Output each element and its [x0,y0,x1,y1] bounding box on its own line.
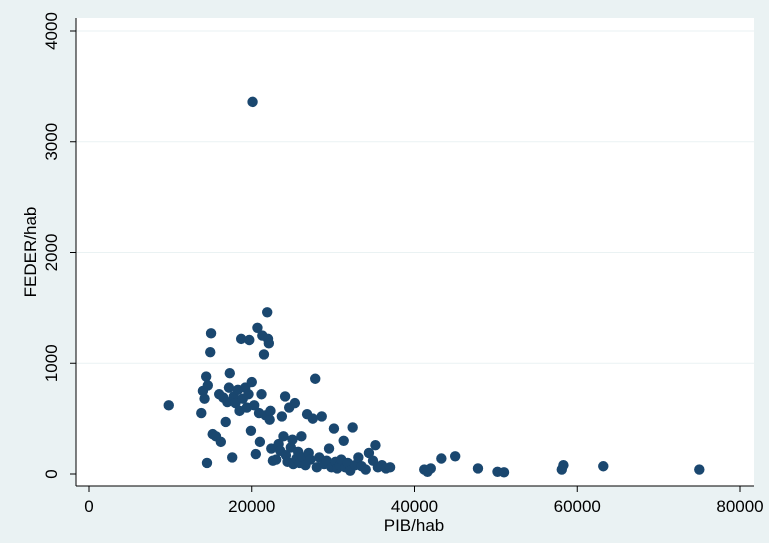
data-point-88 [347,422,358,433]
data-point-23 [235,333,247,345]
data-point-6 [205,346,216,358]
x-tick-label-0: 0 [84,497,93,516]
data-point-39 [258,349,270,360]
data-point-84 [338,435,349,446]
data-point-93 [363,447,375,459]
data-point-14 [220,416,231,428]
data-point-32 [248,400,260,411]
data-point-3 [199,393,210,404]
data-point-12 [215,436,227,448]
data-point-58 [287,434,298,445]
grid-lines [76,30,754,364]
data-point-71 [310,373,321,384]
x-axis-title: PIB/hab [384,516,445,535]
x-tick-label-80000: 80000 [716,497,763,516]
data-point-53 [279,391,291,402]
y-ticks: 0 1000 2000 3000 4000 [42,12,76,479]
y-tick-label-1000: 1000 [42,344,61,382]
data-point-92 [360,464,371,475]
data-point-102 [425,463,436,474]
data-point-5 [202,380,214,391]
y-tick-label-4000: 4000 [42,12,61,50]
data-point-104 [449,451,461,462]
data-point-110 [598,461,609,472]
data-point-74 [316,411,327,422]
x-ticks: 0 20000 40000 60000 80000 [84,486,764,516]
data-point-37 [256,389,267,400]
data-points [163,96,705,478]
data-point-69 [305,454,316,465]
data-point-0 [163,400,174,411]
data-point-79 [328,423,340,434]
data-point-17 [224,368,235,379]
y-tick-label-0: 0 [42,469,61,478]
data-point-52 [278,431,289,442]
data-point-105 [472,463,484,474]
data-point-48 [270,454,282,465]
data-point-8 [201,457,213,469]
data-point-95 [370,440,381,451]
data-point-103 [436,453,447,464]
data-point-60 [289,397,301,409]
data-point-111 [694,464,705,475]
data-point-41 [262,307,273,318]
y-tick-label-2000: 2000 [42,234,61,272]
data-point-31 [247,96,258,108]
data-point-29 [245,425,257,437]
data-point-30 [246,376,257,388]
data-point-45 [265,405,276,417]
data-point-18 [227,452,238,463]
data-point-36 [254,436,266,448]
data-point-107 [498,467,510,478]
x-tick-label-60000: 60000 [554,497,601,516]
data-point-51 [276,411,288,422]
data-point-109 [558,459,569,471]
data-point-7 [205,328,217,339]
x-tick-label-40000: 40000 [391,497,438,516]
data-point-33 [250,448,262,460]
data-point-28 [244,334,255,346]
data-point-90 [353,452,364,463]
data-point-34 [252,322,263,334]
data-point-27 [243,389,254,400]
data-point-70 [307,413,318,424]
data-point-16 [223,382,235,393]
data-point-77 [323,443,335,454]
x-tick-label-20000: 20000 [228,497,275,516]
data-point-43 [263,338,275,349]
y-tick-label-3000: 3000 [42,123,61,161]
data-point-64 [296,431,307,442]
data-point-4 [200,371,212,382]
y-axis-title: FEDER/hab [21,207,40,298]
data-point-1 [196,407,207,419]
data-point-99 [384,462,396,473]
data-point-44 [264,414,275,425]
